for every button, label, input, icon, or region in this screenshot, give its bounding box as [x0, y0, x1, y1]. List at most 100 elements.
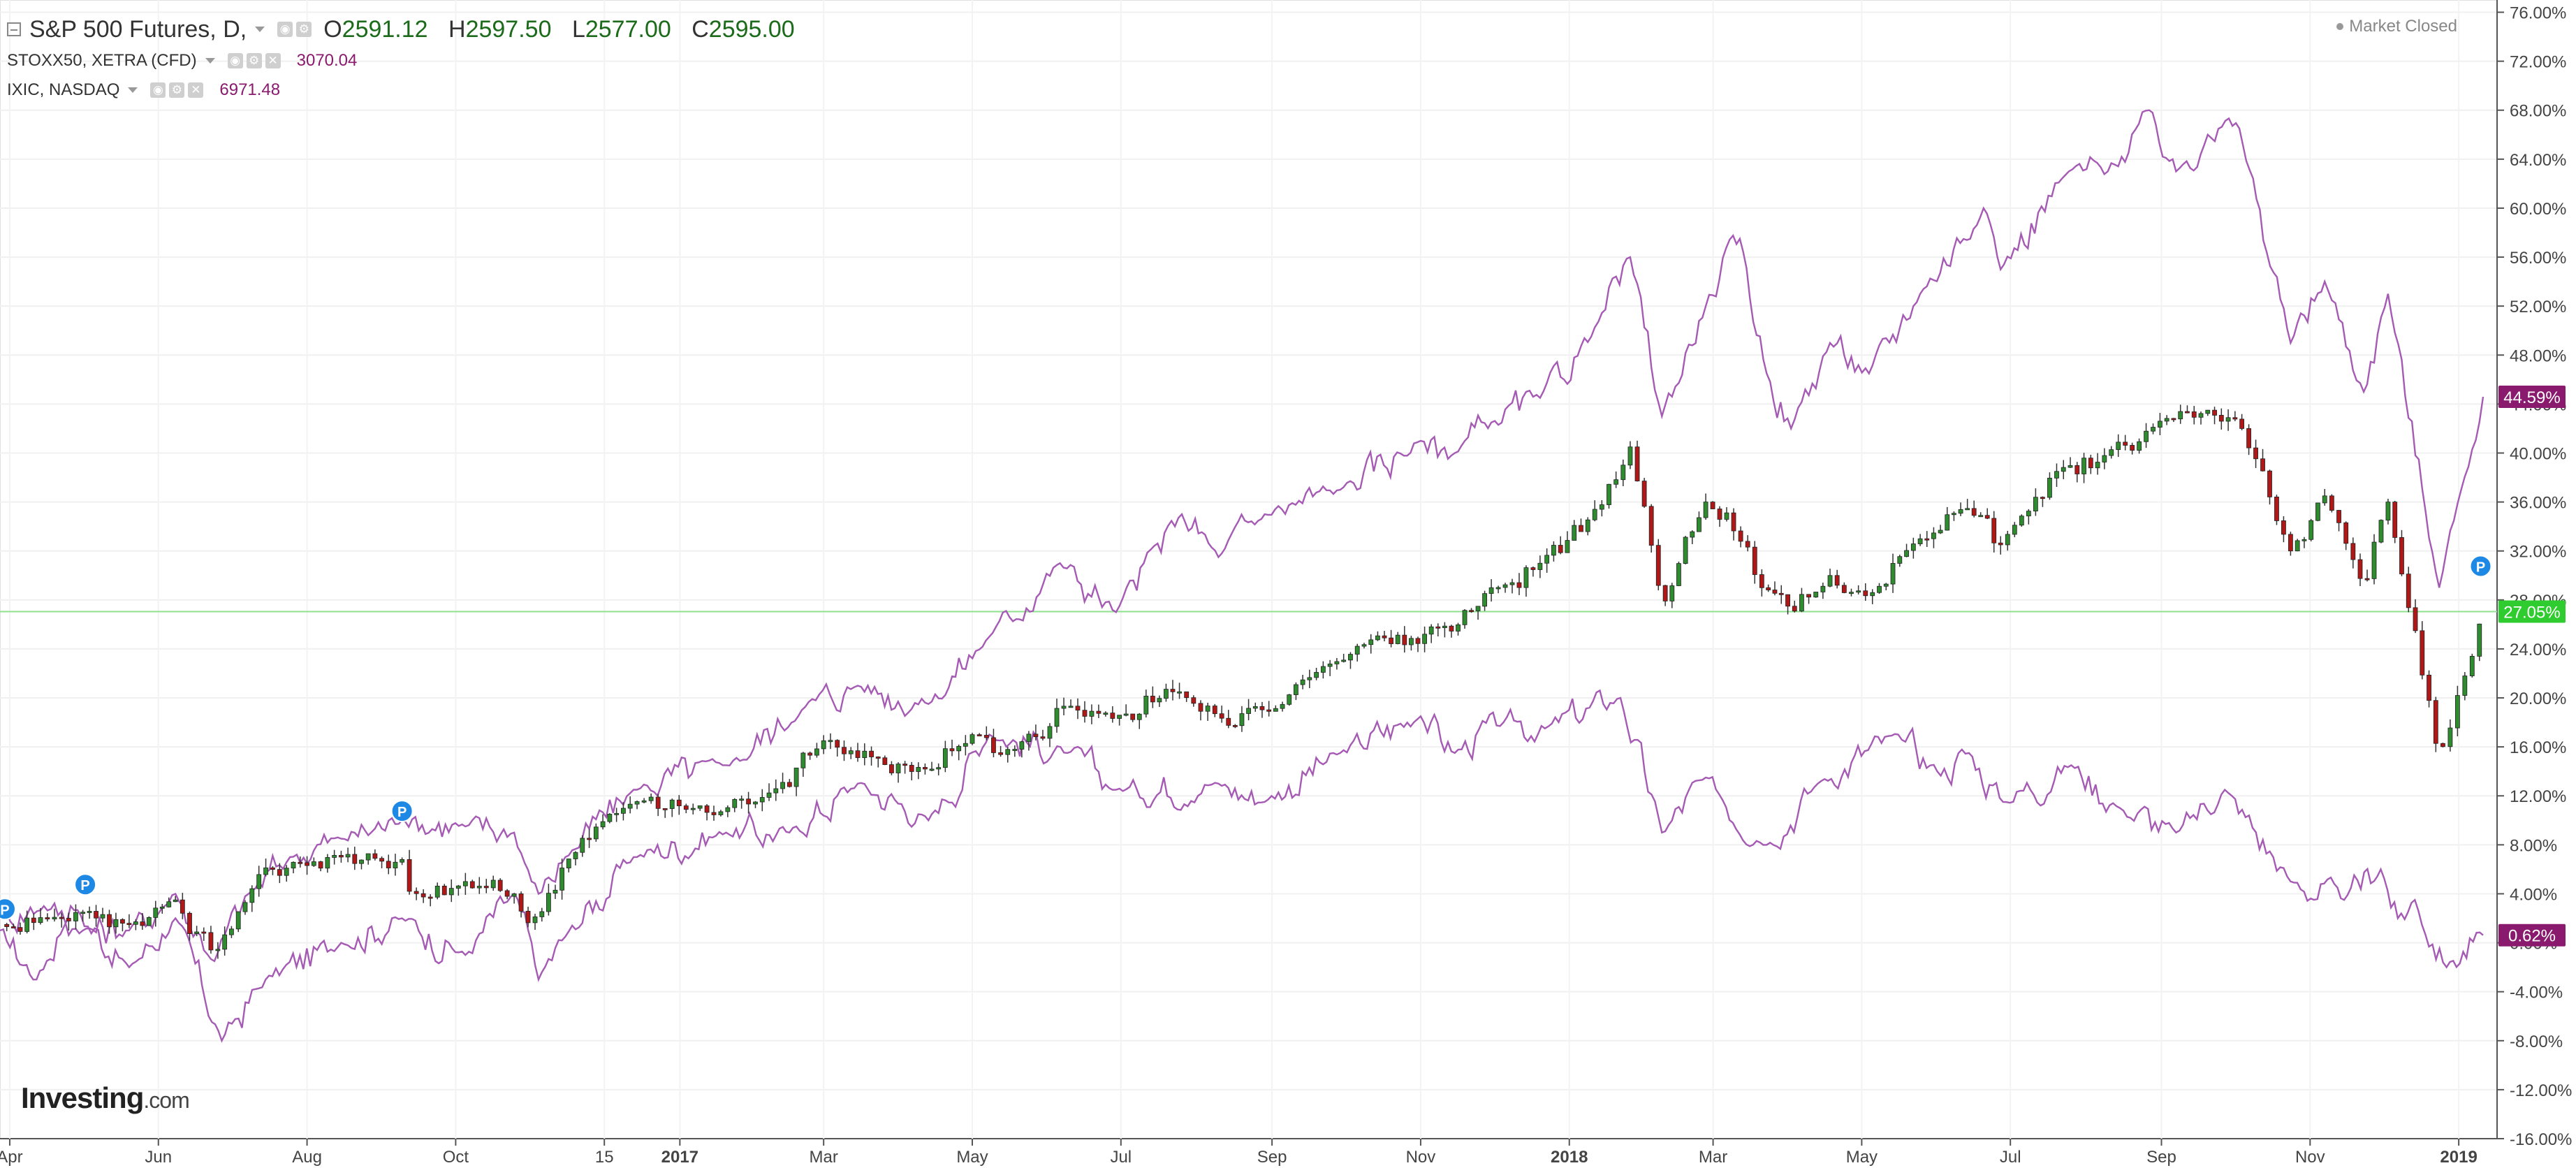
candle-body: [1620, 465, 1626, 481]
candle-body: [814, 748, 819, 756]
y-tick-label: 8.00%: [2510, 836, 2557, 855]
candle-body: [229, 928, 234, 935]
x-tick-label: Mar: [810, 1148, 838, 1167]
candle-body: [662, 808, 668, 810]
candle-body: [235, 911, 241, 930]
candle-body: [1157, 698, 1162, 703]
candle-body: [2061, 467, 2066, 472]
y-tick-label: 40.00%: [2510, 444, 2566, 463]
candle-body: [2288, 534, 2293, 552]
candle-body: [669, 799, 675, 809]
chevron-down-icon[interactable]: [205, 58, 215, 64]
gear-icon[interactable]: ⚙: [296, 22, 312, 37]
y-tick-label: 12.00%: [2510, 787, 2566, 806]
gear-icon[interactable]: ⚙: [246, 53, 262, 68]
x-tick-label: 2019: [2440, 1148, 2477, 1167]
y-tick-label: 16.00%: [2510, 738, 2566, 757]
candle-body: [1849, 592, 1854, 594]
close-icon[interactable]: ✕: [265, 53, 281, 68]
candle-body: [1565, 540, 1570, 553]
x-tick-label: Nov: [1406, 1148, 1436, 1167]
marker-p-label: P: [2476, 560, 2485, 576]
candle-body: [1395, 634, 1400, 644]
candle-body: [2116, 441, 2121, 451]
candle-body: [1136, 713, 1142, 720]
candle-body: [2012, 525, 2017, 535]
open-value: 2591.12: [342, 15, 428, 43]
candle-body: [1103, 713, 1108, 715]
candle-body: [1469, 610, 1474, 613]
candle-body: [1170, 689, 1176, 692]
candle-body: [2336, 510, 2341, 523]
candle-body: [1428, 626, 1434, 635]
candle-body: [1143, 696, 1149, 715]
candle-body: [1348, 654, 1353, 661]
candle-body: [2026, 511, 2031, 517]
candle-body: [1890, 563, 1896, 585]
candle-body: [1462, 610, 1468, 625]
candle-body: [1435, 626, 1441, 629]
candle-body: [697, 805, 703, 809]
candle-body: [2109, 449, 2114, 456]
candle-body: [1917, 538, 1923, 544]
candle-body: [4, 924, 10, 927]
candle-body: [2033, 497, 2038, 512]
candle-body: [2047, 477, 2052, 498]
gear-icon[interactable]: ⚙: [169, 82, 185, 98]
candle-body: [1177, 691, 1182, 694]
marker-p-label: P: [397, 805, 407, 820]
candle-body: [469, 881, 475, 889]
candle-body: [407, 859, 412, 892]
x-tick-label: Jul: [1110, 1148, 1132, 1167]
candle-body: [256, 874, 262, 889]
candle-body: [1509, 582, 1515, 585]
x-tick-label: Aug: [292, 1148, 322, 1167]
candle-body: [648, 796, 654, 801]
candle-body: [1572, 525, 1577, 541]
candle-body: [400, 859, 405, 863]
low-label: L: [571, 15, 585, 43]
candle-body: [379, 858, 384, 862]
candle-body: [2019, 516, 2024, 526]
candle-body: [339, 855, 344, 858]
candle-body: [2095, 462, 2100, 469]
collapse-icon[interactable]: [7, 22, 21, 36]
candle-body: [1327, 664, 1333, 667]
candle-body: [1627, 446, 1633, 466]
low-value: 2577.00: [585, 15, 671, 43]
candle-body: [916, 767, 921, 772]
candle-body: [1456, 624, 1461, 632]
eye-icon[interactable]: ◉: [277, 22, 293, 37]
candle-body: [1294, 684, 1298, 695]
y-tick-label: 24.00%: [2510, 641, 2566, 659]
candle-body: [87, 911, 92, 913]
legend-main-series: S&P 500 Futures, D, ◉ ⚙ O2591.12 H2597.5…: [7, 13, 809, 46]
candle-body: [711, 812, 717, 815]
y-tick-label: 20.00%: [2510, 689, 2566, 708]
chevron-down-icon[interactable]: [255, 27, 265, 32]
chevron-down-icon[interactable]: [128, 87, 138, 93]
candle-body: [676, 799, 682, 806]
candle-body: [1690, 531, 1695, 538]
marker-p: [390, 800, 414, 823]
candle-body: [1307, 677, 1312, 680]
candle-body: [2392, 502, 2398, 538]
candle-body: [100, 914, 105, 919]
candle-body: [634, 801, 640, 805]
candle-body: [215, 949, 221, 951]
candle-body: [2151, 427, 2156, 432]
candle-body: [539, 911, 545, 917]
market-status: Market Closed: [2336, 17, 2457, 36]
candle-body: [2081, 458, 2086, 474]
candle-body: [270, 867, 275, 870]
main-series-name: S&P 500 Futures, D,: [29, 15, 247, 43]
candle-body: [800, 752, 806, 768]
candle-body: [559, 868, 564, 891]
candle-body: [1198, 703, 1203, 712]
close-icon[interactable]: ✕: [188, 82, 204, 98]
candle-body: [187, 912, 192, 934]
eye-icon[interactable]: ◉: [150, 82, 166, 98]
candle-body: [1266, 709, 1272, 712]
eye-icon[interactable]: ◉: [227, 53, 243, 68]
